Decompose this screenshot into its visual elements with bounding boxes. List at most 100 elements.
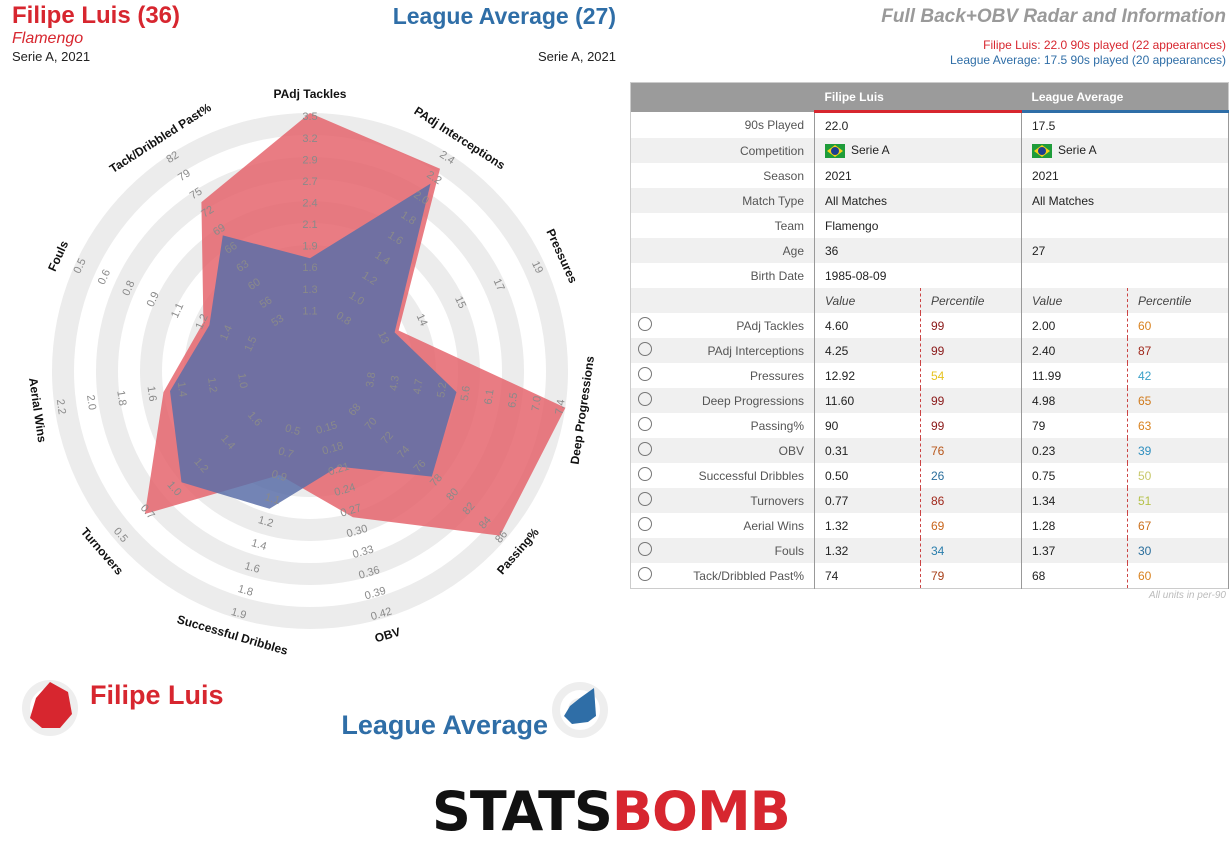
player-competition: Serie A, 2021 — [12, 49, 91, 64]
radar-tick-label: 2.7 — [302, 176, 317, 188]
subheader-blank — [659, 288, 815, 313]
player-info-text: All Matches — [825, 193, 888, 208]
radar-tick-label: 1.2 — [193, 312, 210, 331]
average-competition: Serie A, 2021 — [537, 49, 616, 64]
row-icon-blank — [631, 288, 660, 313]
stat-row: Fouls 1.32 34 1.37 30 — [630, 538, 1229, 563]
player-stat-value: 0.31 — [825, 443, 849, 458]
radar-tick-label: 1.9 — [302, 241, 317, 253]
radar-tick-label: 0.21 — [327, 461, 351, 479]
radar-tick-label: 0.6 — [96, 268, 113, 287]
player-stat-value: 90 — [825, 418, 839, 433]
stat-gauge-icon — [638, 567, 652, 581]
stat-label: Deep Progressions — [659, 388, 815, 413]
radar-tick-label: 0.36 — [357, 564, 381, 582]
stat-label: Tack/Dribbled Past% — [659, 563, 815, 589]
statsbomb-logo: STATSBOMB — [432, 780, 791, 843]
average-stat-value: 2.00 — [1032, 318, 1056, 333]
row-icon-blank — [631, 188, 660, 213]
radar-tick-label: 17 — [491, 277, 507, 293]
info-label: Birth Date — [659, 263, 815, 288]
average-info-text: 2021 — [1032, 168, 1059, 183]
radar-tick-label: 0.15 — [315, 419, 339, 437]
stat-gauge-icon — [638, 467, 652, 481]
radar-tick-label: 2.1 — [302, 219, 317, 231]
stat-row: Turnovers 0.77 86 1.34 51 — [630, 488, 1229, 513]
player-info-value: All Matches — [814, 188, 1022, 213]
stat-icon-cell — [631, 388, 660, 413]
player-stat-value: 11.60 — [825, 393, 855, 408]
brazil-flag-icon — [825, 143, 845, 158]
info-row: 90s Played 22.0 17.5 — [630, 111, 1229, 138]
chart-title: Full Back+OBV Radar and Information — [881, 6, 1226, 27]
player-stat-value: 4.25 — [825, 343, 849, 358]
radar-tick-label: 1.8 — [114, 390, 128, 407]
info-row: Season 2021 2021 — [630, 163, 1229, 188]
average-stat-value: 79 — [1032, 418, 1046, 433]
radar-tick-label: 53 — [269, 312, 286, 329]
radar-tick-label: 0.42 — [369, 606, 393, 624]
header-blank-label — [659, 82, 815, 112]
average-info-value: 17.5 — [1021, 111, 1229, 138]
average-stat-value: 68 — [1032, 568, 1046, 583]
radar-tick-label: 1.9 — [230, 606, 248, 622]
stat-icon-cell — [631, 413, 660, 438]
player-subtitle: Filipe Luis: 22.0 90s played (22 appeara… — [983, 38, 1226, 52]
player-info-value: Serie A — [814, 138, 1022, 163]
stat-row: PAdj Tackles 4.60 99 2.00 60 — [630, 313, 1229, 338]
average-stat-value: 11.99 — [1032, 368, 1062, 383]
player-stat-value: 0.50 — [825, 468, 849, 483]
radar-tick-label: 2.9 — [302, 154, 317, 166]
radar-tick-label: 14 — [414, 312, 430, 328]
average-info-value — [1021, 213, 1229, 238]
radar-tick-label: 0.39 — [363, 585, 387, 603]
player-legend-icon — [22, 680, 78, 736]
average-stat-value: 2.40 — [1032, 343, 1056, 358]
info-label: Team — [659, 213, 815, 238]
stat-gauge-icon — [638, 317, 652, 331]
average-stat-percentile: 42 — [1127, 363, 1229, 388]
info-row: Match Type All Matches All Matches — [630, 188, 1229, 213]
average-stat-percentile: 51 — [1127, 488, 1229, 513]
radar-tick-label: 5.6 — [459, 385, 473, 402]
stat-label: Successful Dribbles — [659, 463, 815, 488]
radar-tick-label: 82 — [164, 149, 181, 166]
player-stat-value: 4.60 — [825, 318, 849, 333]
column-average: League Average — [1021, 82, 1229, 113]
row-icon-blank — [631, 163, 660, 188]
stat-label: PAdj Tackles — [659, 313, 815, 338]
average-legend-label: League Average — [341, 710, 548, 740]
radar-tick-label: 66 — [223, 240, 240, 257]
radar-tick-label: 1.5 — [242, 335, 259, 354]
average-stat-percentile: 65 — [1127, 388, 1229, 413]
stat-icon-cell — [631, 488, 660, 513]
average-subtitle: League Average: 17.5 90s played (20 appe… — [950, 53, 1226, 67]
radar-tick-label: 1.6 — [302, 262, 317, 274]
average-stat-value: 1.28 — [1032, 518, 1056, 533]
average-legend-icon — [552, 682, 608, 738]
stat-gauge-icon — [638, 392, 652, 406]
radar-tick-label: 0.33 — [351, 543, 375, 561]
radar-tick-label: 79 — [176, 167, 193, 184]
stat-label: Aerial Wins — [659, 513, 815, 538]
average-stat-value: 0.23 — [1032, 443, 1056, 458]
radar-chart: 1.1 1.3 1.6 1.9 2.1 2.4 2.7 2.9 3.2 3.5 PAdj Tackl… — [26, 87, 597, 658]
radar-tick-label: 7.0 — [530, 395, 544, 412]
radar-tick-label: 0.18 — [321, 440, 345, 458]
radar-tick-label: 1.4 — [175, 381, 189, 398]
radar-tick-label: 3.8 — [364, 371, 378, 388]
stat-gauge-icon — [638, 442, 652, 456]
radar-tick-label: 6.5 — [506, 392, 520, 409]
radar-tick-label: 0.24 — [333, 481, 357, 499]
stat-label: Pressures — [659, 363, 815, 388]
radar-tick-label: 1.8 — [236, 583, 254, 599]
info-label: 90s Played — [659, 111, 815, 138]
stat-label: OBV — [659, 438, 815, 463]
stat-icon-cell — [631, 463, 660, 488]
radar-tick-label: 1.4 — [250, 537, 268, 553]
stat-row: Tack/Dribbled Past% 74 79 68 60 — [630, 563, 1229, 589]
radar-axis-label: Deep Progressions — [568, 355, 597, 466]
info-label: Match Type — [659, 188, 815, 213]
radar-axis-label: Fouls — [45, 238, 71, 273]
player-stat-percentile: 76 — [920, 438, 1022, 463]
